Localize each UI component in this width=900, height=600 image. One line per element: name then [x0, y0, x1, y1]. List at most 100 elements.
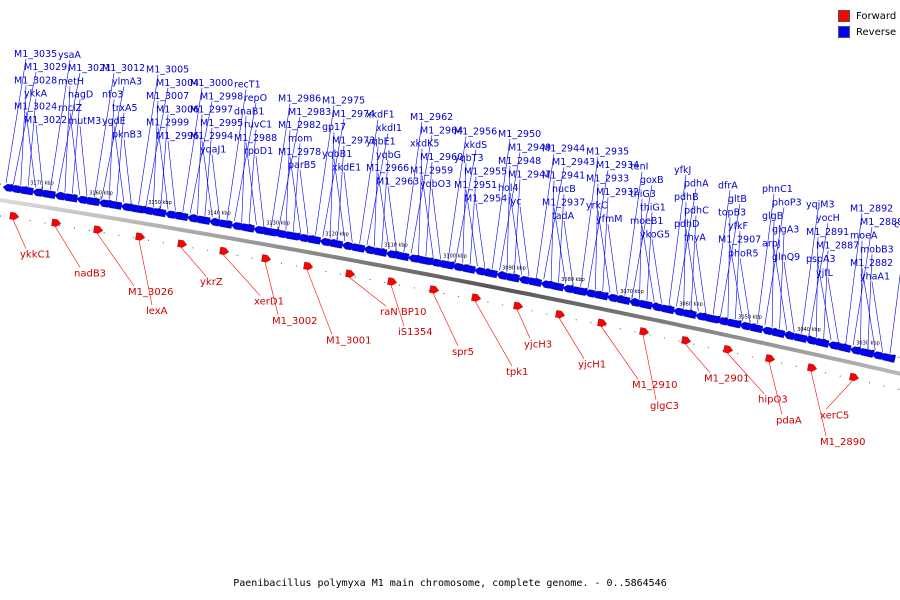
reverse-gene-leader — [293, 143, 301, 232]
reverse-gene-leader — [410, 135, 433, 254]
reverse-gene-label: pdhD — [674, 219, 699, 230]
forward-gene-label: M1_2901 — [704, 374, 749, 385]
reverse-gene-leader — [153, 101, 159, 208]
reverse-gene-arrow — [699, 312, 707, 321]
reverse-gene-leader — [421, 175, 434, 258]
reverse-gene-leader — [506, 165, 511, 272]
reverse-gene-leader — [861, 268, 876, 351]
reverse-gene-arrow — [783, 330, 791, 339]
reverse-gene-label: goxB — [640, 175, 664, 186]
reverse-gene-label: pdhA — [684, 178, 709, 189]
reverse-gene-arrow — [363, 245, 371, 254]
reverse-gene-label: repO — [244, 93, 267, 104]
reverse-gene-arrow — [272, 228, 280, 237]
reverse-gene-label: M1_3028 — [14, 75, 57, 86]
legend-forward: Forward — [838, 10, 896, 22]
reverse-gene-label: M1_2960 — [420, 152, 463, 163]
reverse-gene-leader — [639, 198, 643, 299]
reverse-gene-label: ylmA3 — [112, 76, 142, 87]
forward-gene-label: ykkC1 — [20, 250, 51, 261]
reverse-gene-arrow — [888, 354, 896, 363]
scale-tick-label: 3100 kbp — [443, 254, 467, 260]
reverse-gene-label: M1_2975 — [322, 95, 365, 106]
reverse-gene-label: nfo3 — [102, 90, 123, 101]
reverse-gene-leader — [245, 142, 257, 225]
reverse-gene-leader — [234, 102, 257, 222]
legend-forward-swatch — [838, 10, 850, 22]
reverse-gene-label: phoR5 — [728, 248, 759, 259]
forward-gene-arrow — [51, 218, 62, 227]
reverse-gene-leader — [852, 227, 873, 346]
forward-gene-leader — [684, 343, 711, 373]
reverse-gene-leader — [57, 73, 81, 192]
reverse-gene-leader — [867, 254, 873, 349]
forward-gene-leader — [600, 326, 639, 380]
reverse-gene-leader — [381, 159, 389, 248]
reverse-gene-label: moeB1 — [630, 216, 663, 227]
forward-gene-label: M1_3026 — [128, 287, 173, 298]
reverse-gene-leader — [35, 124, 44, 189]
forward-gene-arrow — [261, 254, 272, 263]
reverse-gene-leader — [553, 207, 567, 284]
reverse-gene-arrow — [510, 273, 518, 282]
reverse-gene-label: glgA3 — [772, 225, 799, 236]
reverse-gene-leader — [624, 171, 643, 296]
reverse-gene-leader — [182, 87, 203, 213]
reverse-gene-leader — [116, 112, 125, 201]
reverse-gene-leader — [455, 149, 477, 262]
reverse-gene-leader — [64, 86, 71, 193]
reverse-gene-label: M1_2935 — [586, 147, 629, 158]
forward-gene-label: yjcH1 — [578, 360, 606, 371]
forward-gene-arrow — [345, 269, 356, 278]
reverse-gene-label: gp17 — [322, 122, 346, 133]
reverse-gene-arrow — [867, 349, 875, 358]
reverse-gene-label: trxA5 — [112, 103, 138, 114]
reverse-gene-arrow — [188, 214, 196, 222]
reverse-gene-arrow — [566, 285, 574, 293]
reverse-gene-arrow — [754, 325, 764, 334]
reverse-gene-label: rnclZ — [58, 103, 83, 114]
reverse-gene-leader — [720, 203, 741, 316]
reverse-gene-label: M1_2949 — [508, 142, 551, 153]
forward-gene-label: yjcH3 — [524, 339, 552, 350]
reverse-gene-label: mom — [288, 133, 312, 144]
reverse-gene-arrow — [685, 309, 693, 318]
reverse-gene-label: M1_2887 — [816, 240, 859, 251]
reverse-gene-leader — [138, 74, 159, 205]
reverse-gene-label: mutM3 — [68, 116, 101, 127]
reverse-gene-arrow — [391, 250, 399, 259]
reverse-gene-label: M1_2962 — [410, 112, 453, 123]
reverse-gene-label: M1_2998 — [200, 91, 243, 102]
reverse-gene-arrow — [328, 239, 336, 247]
reverse-gene-leader — [475, 203, 486, 268]
reverse-gene-leader — [189, 101, 213, 214]
reverse-gene-label: M1_3006 — [156, 104, 199, 115]
reverse-gene-leader — [289, 156, 301, 233]
reverse-gene-leader — [783, 261, 795, 332]
reverse-gene-label: metH — [58, 76, 84, 87]
forward-gene-arrow — [807, 363, 818, 372]
reverse-gene-leader — [20, 85, 27, 186]
reverse-gene-leader — [270, 103, 291, 228]
reverse-gene-arrow — [496, 271, 504, 279]
reverse-gene-label: M1_3029 — [24, 62, 67, 73]
reverse-gene-label: M1_2973 — [332, 136, 375, 147]
reverse-gene-label: M1_2956 — [454, 126, 497, 137]
forward-gene-leader — [474, 300, 513, 367]
reverse-gene-label: M1_2948 — [498, 156, 541, 167]
forward-gene-label: ykrZ — [200, 277, 223, 288]
forward-gene-leader — [768, 361, 783, 415]
legend-reverse-label: Reverse — [856, 26, 897, 38]
reverse-gene-label: hol4 — [498, 183, 519, 194]
forward-gene-label: tpk1 — [506, 367, 528, 378]
reverse-gene-leader — [499, 152, 521, 271]
reverse-gene-leader — [550, 180, 555, 281]
reverse-gene-label: ykkA — [24, 88, 48, 99]
reverse-gene-label: M1_2997 — [190, 105, 233, 116]
reverse-gene-leader — [101, 86, 125, 199]
reverse-gene-arrow — [104, 199, 112, 208]
reverse-gene-label: glgB — [762, 211, 783, 222]
reverse-gene-leader — [860, 240, 863, 347]
reverse-gene-label: yqbT3 — [454, 153, 484, 164]
reverse-gene-label: dfrA — [718, 180, 738, 191]
